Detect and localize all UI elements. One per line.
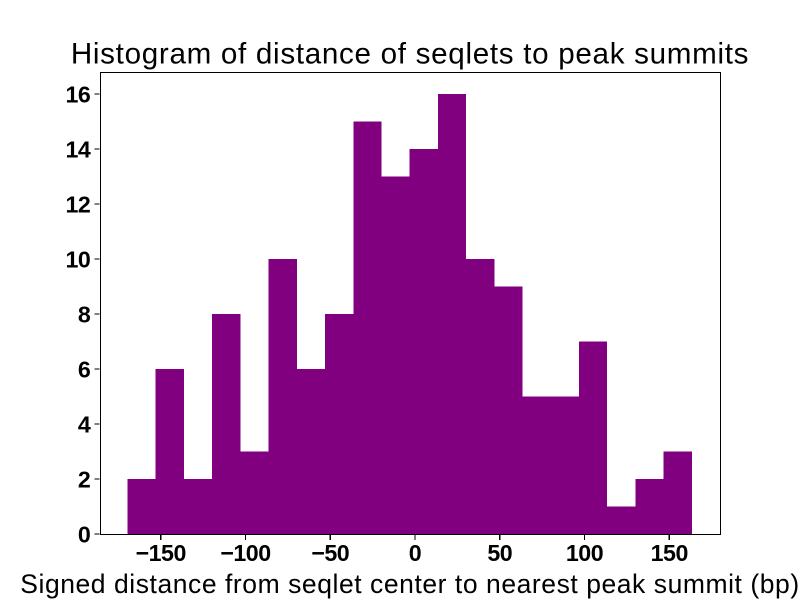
svg-text:−150: −150 [136, 540, 186, 566]
svg-text:Signed distance from seqlet ce: Signed distance from seqlet center to ne… [20, 569, 799, 599]
svg-text:12: 12 [66, 191, 91, 217]
svg-text:−100: −100 [220, 540, 270, 566]
svg-text:16: 16 [66, 81, 91, 107]
svg-text:0: 0 [409, 540, 421, 566]
svg-text:4: 4 [78, 411, 91, 437]
svg-text:10: 10 [66, 246, 91, 272]
svg-text:100: 100 [566, 540, 603, 566]
svg-text:14: 14 [66, 136, 91, 162]
svg-text:−50: −50 [311, 540, 349, 566]
svg-text:150: 150 [651, 540, 688, 566]
svg-text:8: 8 [78, 301, 91, 327]
svg-text:50: 50 [487, 540, 512, 566]
svg-text:6: 6 [78, 356, 91, 382]
svg-text:Histogram of distance of seqle: Histogram of distance of seqlets to peak… [71, 38, 749, 71]
svg-text:2: 2 [78, 466, 90, 492]
svg-text:0: 0 [78, 521, 90, 547]
